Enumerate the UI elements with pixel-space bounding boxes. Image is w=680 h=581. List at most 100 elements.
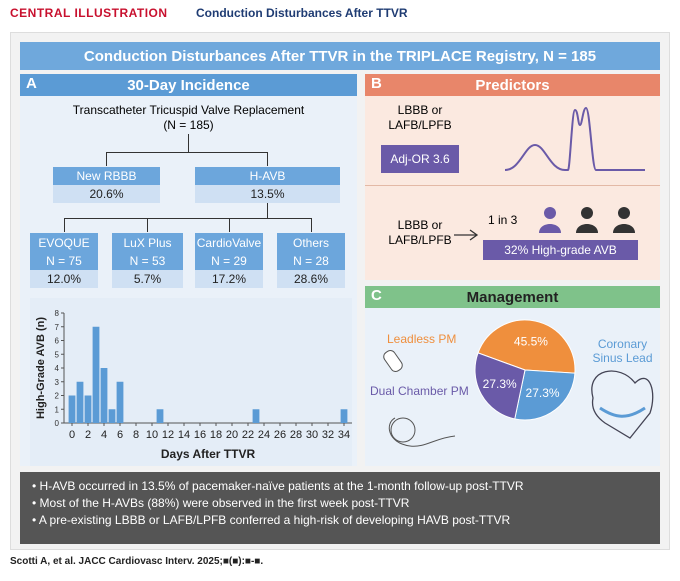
device-n: N = 75 [30,251,98,270]
pie-value-label: 27.3% [483,377,517,391]
or-badge: Adj-OR 3.6 [381,145,459,173]
tree-line [267,152,268,166]
tree-line [106,152,107,166]
banner: Conduction Disturbances After TTVR in th… [20,42,660,70]
branch-name: New RBBB [53,167,160,185]
predictor-line1: LBBB or [397,218,443,232]
tree-line [106,152,268,153]
x-tick-label: 14 [178,429,190,441]
bar [100,368,108,423]
y-tick-label: 1 [55,405,60,414]
leadless-icon [383,350,403,372]
bar [68,395,76,423]
root-line2: (N = 185) [163,118,214,132]
pie-chart: 45.5% 27.3% 27.3% [383,319,654,447]
pie-slice [514,369,576,421]
divider [365,185,660,186]
device-value: 17.2% [195,270,263,288]
y-axis-label: High-Grade AVB (n) [35,317,47,419]
dual-chamber-icon [388,417,456,447]
panel-b-title: Predictors [365,74,660,96]
branch-name: H-AVB [195,167,340,185]
panel-a-title: 30-Day Incidence [20,74,357,96]
device-value: 28.6% [277,270,345,288]
tree-line [229,218,230,232]
branch-value: 20.6% [53,185,160,203]
x-tick-label: 22 [242,429,254,441]
x-axis-label: Days After TTVR [161,447,256,461]
x-tick-label: 24 [258,429,270,441]
x-tick-label: 20 [226,429,238,441]
y-tick-label: 8 [55,309,60,318]
bar [156,409,164,423]
device-name: EVOQUE [30,233,98,252]
bar [340,409,348,423]
device-name: Others [277,233,345,252]
bullet: • Most of the H-AVBs (88%) were observed… [32,496,410,510]
heart-icon [591,370,654,439]
x-tick-label: 10 [146,429,158,441]
y-tick-label: 0 [55,419,60,428]
pie-category: Dual Chamber PM [370,384,469,398]
ecg-icon [504,106,645,171]
y-tick-label: 5 [55,350,60,359]
pie-value-label: 27.3% [526,386,560,400]
y-tick-label: 6 [55,337,60,346]
plot-bg [30,298,352,466]
tree-line [64,218,312,219]
pie-value-label: 45.5% [514,335,548,349]
arrow [454,229,479,241]
y-tick-label: 2 [55,392,60,401]
bar [116,381,124,423]
avb-badge: 32% High-grade AVB [483,240,638,260]
x-tick-label: 8 [133,429,139,441]
device-name: CardioValve [195,233,263,252]
header-label: CENTRAL ILLUSTRATION [10,6,168,20]
x-tick-label: 26 [274,429,286,441]
device-n: N = 28 [277,251,345,270]
device-value: 12.0% [30,270,98,288]
x-tick-label: 34 [338,429,350,441]
panel-a-letter: A [26,75,37,92]
tree-line [267,203,268,218]
tree-line [147,218,148,232]
branch-value: 13.5% [195,185,340,203]
predictor-line2: LAFB/LPFB [388,118,452,132]
x-tick-label: 0 [69,429,75,441]
bar [252,409,260,423]
device-n: N = 29 [195,251,263,270]
x-tick-label: 4 [101,429,107,441]
panel-b-letter: B [371,75,382,92]
panel-c-title: Management [365,286,660,308]
x-tick-label: 18 [210,429,222,441]
root-line1: Transcatheter Tricuspid Valve Replacemen… [72,103,305,117]
tree-line [64,218,65,232]
people-icon [539,207,635,233]
bar [92,326,100,423]
bullet: • H-AVB occurred in 13.5% of pacemaker-n… [32,479,524,493]
header-title: Conduction Disturbances After TTVR [196,6,408,20]
bar [76,381,84,423]
x-tick-label: 6 [117,429,123,441]
predictor-line2: LAFB/LPFB [388,233,452,247]
device-n: N = 53 [112,251,183,270]
y-tick-label: 3 [55,378,60,387]
x-tick-label: 12 [162,429,174,441]
bar [84,395,92,423]
pie-slice [477,319,576,374]
ratio: 1 in 3 [488,213,518,227]
x-tick-label: 2 [85,429,91,441]
bullets: • H-AVB occurred in 13.5% of pacemaker-n… [20,472,660,544]
y-tick-label: 7 [55,323,60,332]
pie-category: Leadless PM [387,332,457,346]
bullet-text: A pre-existing LBBB or LAFB/LPFB conferr… [38,513,511,527]
bar [108,409,116,423]
device-name: LuX Plus [112,233,183,252]
tree-line [311,218,312,232]
x-tick-label: 28 [290,429,302,441]
pie-category: Coronary Sinus Lead [592,337,653,365]
bullet-text: Most of the H-AVBs (88%) were observed i… [39,496,410,510]
citation: Scotti A, et al. JACC Cardiovasc Interv.… [10,556,264,567]
